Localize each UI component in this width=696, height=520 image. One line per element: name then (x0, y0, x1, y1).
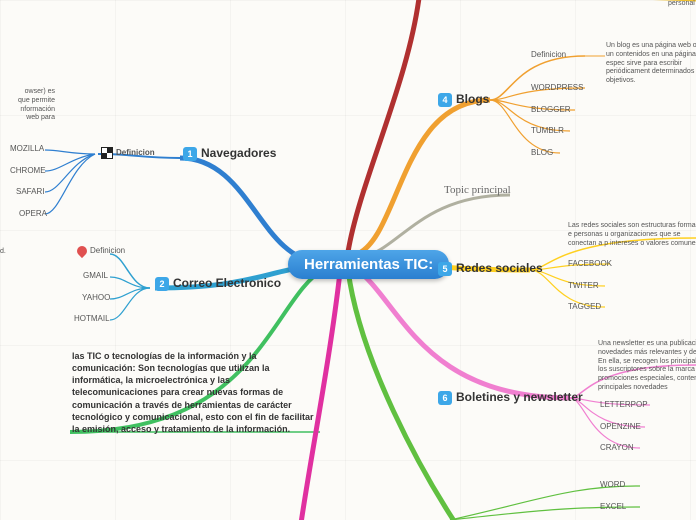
pin-icon (75, 244, 89, 258)
badge-6: 6 (438, 391, 452, 405)
leaf-mozilla[interactable]: MOZILLA (10, 144, 44, 153)
redes-label: Redes sociales (456, 261, 543, 275)
blogs-label: Blogs (456, 92, 489, 106)
redes-desc: Las redes sociales son estructuras forma… (568, 222, 696, 248)
blogs-def[interactable]: Definicion (531, 50, 566, 59)
leaf-wordpress[interactable]: WORDPRESS (531, 83, 583, 92)
leaf-word[interactable]: WORD (600, 480, 625, 489)
leaf-safari[interactable]: SAFARI (16, 187, 44, 196)
badge-4: 4 (438, 93, 452, 107)
leaf-openzine[interactable]: OPENZINE (600, 422, 641, 431)
leaf-hotmail[interactable]: HOTMAIL (74, 314, 110, 323)
boletines-label: Boletines y newsletter (456, 390, 583, 404)
navegadores-label: Navegadores (201, 146, 276, 160)
navegadores-desc: owser) es que permite nformación web par… (0, 88, 55, 123)
leaf-excel[interactable]: EXCEL (600, 502, 626, 511)
leaf-tumblr[interactable]: TUMBLR (531, 126, 564, 135)
tic-description: las TIC o tecnologías de la información … (72, 350, 317, 435)
leaf-twiter[interactable]: TWITER (568, 281, 599, 290)
leaf-crayon[interactable]: CRAYON (600, 443, 634, 452)
correo-desc: d. (0, 248, 20, 257)
leaf-chrome[interactable]: CHROME (10, 166, 46, 175)
flag-icon (101, 147, 113, 159)
branch-correo[interactable]: 2 Correo Electronico (155, 276, 281, 291)
branch-blogs[interactable]: 4 Blogs (438, 92, 489, 107)
branch-boletines[interactable]: 6 Boletines y newsletter (438, 390, 583, 405)
leaf-blog[interactable]: BLOG (531, 148, 553, 157)
center-node[interactable]: Herramientas TIC: (288, 250, 449, 279)
badge-1: 1 (183, 147, 197, 161)
branch-navegadores[interactable]: 1 Navegadores (183, 146, 276, 161)
navegadores-def[interactable]: Definicion (101, 147, 155, 159)
branch-redes[interactable]: 5 Redes sociales (438, 261, 543, 276)
blogs-desc: Un blog es una página web o un contenido… (606, 42, 696, 86)
badge-5: 5 (438, 262, 452, 276)
boletines-desc: Una newsletter es una publicación noveda… (598, 340, 696, 393)
correo-def[interactable]: Definicion (77, 246, 125, 256)
topic-principal[interactable]: Topic principal (444, 184, 511, 196)
correo-label: Correo Electronico (173, 276, 281, 290)
leaf-tagged[interactable]: TAGGED (568, 302, 601, 311)
leaf-facebook[interactable]: FACEBOOK (568, 259, 612, 268)
leaf-gmail[interactable]: GMAIL (83, 271, 108, 280)
leaf-yahoo[interactable]: YAHOO (82, 293, 110, 302)
leaf-blogger[interactable]: BLOGGER (531, 105, 571, 114)
badge-2: 2 (155, 277, 169, 291)
leaf-letterpop[interactable]: LETTERPOP (600, 400, 648, 409)
top-stub: personal p (668, 0, 696, 9)
leaf-opera[interactable]: OPERA (19, 209, 47, 218)
